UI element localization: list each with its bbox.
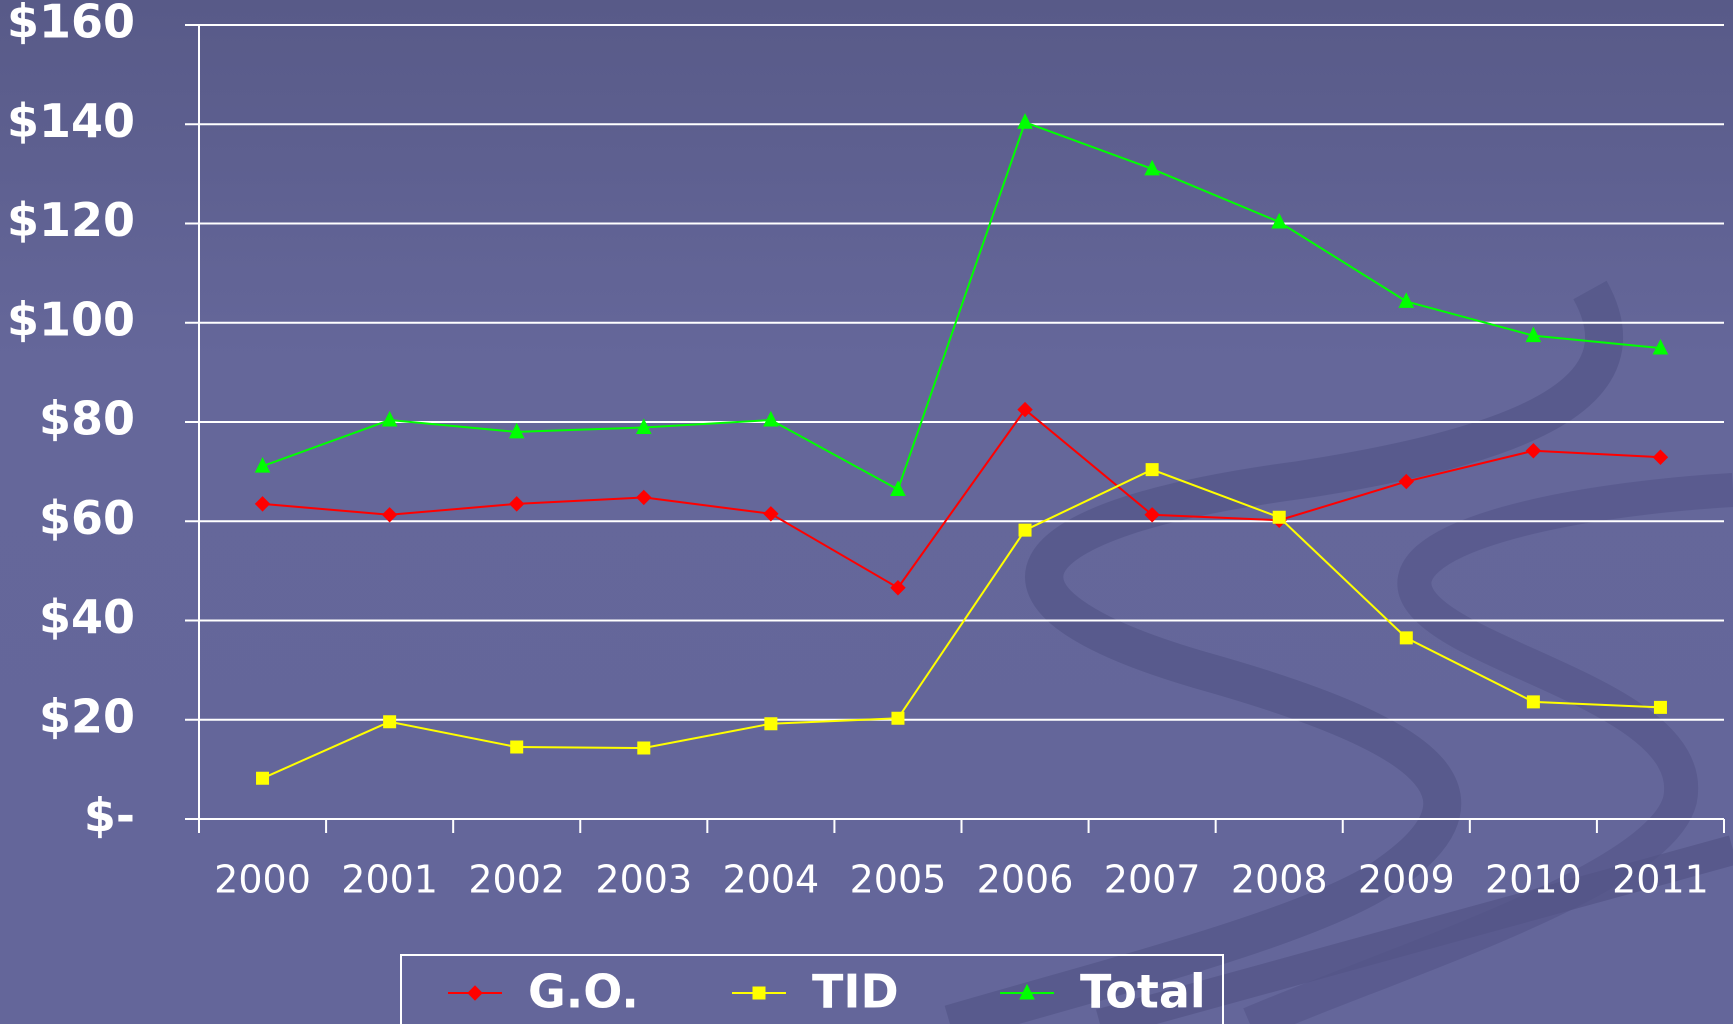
x-tick-label: 2006 xyxy=(977,858,1074,902)
data-point xyxy=(1273,511,1285,523)
x-tick-label: 2001 xyxy=(341,858,438,902)
x-tick-label: 2002 xyxy=(468,858,565,902)
legend-label: TID xyxy=(812,965,899,1019)
legend-label: G.O. xyxy=(528,965,639,1019)
data-point xyxy=(384,716,396,728)
y-tick-label: $40 xyxy=(39,590,135,644)
data-point xyxy=(1654,701,1666,713)
y-tick-label: $20 xyxy=(39,689,135,743)
data-point xyxy=(1527,696,1539,708)
x-tick-label: 2004 xyxy=(723,858,820,902)
chart: $- $20 $40 $60 $80 $100 $120 $140 $160 2000 2001 20… xyxy=(0,0,1733,1024)
data-point xyxy=(765,718,777,730)
y-tick-label: $160 xyxy=(7,0,135,49)
x-tick-label: 2005 xyxy=(850,858,947,902)
x-tick-label: 2007 xyxy=(1104,858,1201,902)
y-tick-label: $80 xyxy=(39,392,135,446)
data-point xyxy=(1146,464,1158,476)
x-tick-label: 2009 xyxy=(1358,858,1455,902)
x-tick-label: 2000 xyxy=(214,858,311,902)
x-tick-label: 2010 xyxy=(1485,858,1582,902)
x-tick-label: 2003 xyxy=(595,858,692,902)
y-tick-label: $120 xyxy=(7,193,135,247)
y-tick-label: $60 xyxy=(39,491,135,545)
data-point xyxy=(511,741,523,753)
data-point xyxy=(1019,524,1031,536)
page: {"chart_data": { "type": "line", "catego… xyxy=(0,0,1733,1024)
data-point xyxy=(1400,632,1412,644)
data-point xyxy=(257,772,269,784)
y-tick-label: $140 xyxy=(7,94,135,148)
x-tick-label: 2011 xyxy=(1612,858,1709,902)
y-tick-label: $- xyxy=(84,789,135,843)
legend-marker xyxy=(753,987,765,999)
data-point xyxy=(892,712,904,724)
legend-label: Total xyxy=(1080,965,1206,1019)
x-tick-label: 2008 xyxy=(1231,858,1328,902)
data-point xyxy=(638,742,650,754)
y-tick-label: $100 xyxy=(7,292,135,346)
